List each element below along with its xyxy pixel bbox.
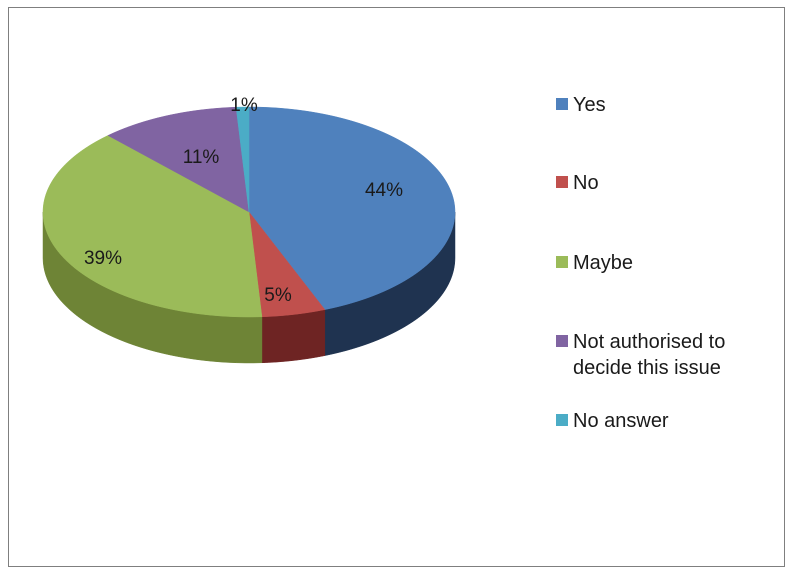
data-label-no: 5% — [264, 285, 292, 306]
data-label-yes: 44% — [365, 180, 403, 201]
legend-item-no-answer: No answer — [556, 408, 669, 434]
legend-item-maybe: Maybe — [556, 250, 633, 276]
legend-item-not-authorised: Not authorised to decide this issue — [556, 329, 725, 381]
legend-label-no-answer: No answer — [573, 410, 669, 432]
pie-chart: 44% 5% 39% 11% 1% — [42, 95, 456, 364]
legend-item-no: No — [556, 170, 599, 196]
pie-slice-not-authorised — [107, 106, 250, 213]
legend-item-yes: Yes — [556, 92, 606, 118]
legend-swatch-not-authorised — [556, 335, 568, 347]
data-label-not-authorised: 11% — [183, 147, 220, 168]
legend-swatch-no-answer — [556, 414, 568, 426]
legend-label-maybe: Maybe — [573, 252, 634, 274]
pie-slice-no-answer — [235, 106, 250, 213]
data-label-no-answer: 1% — [230, 95, 258, 116]
data-labels: 44% 5% 39% 11% 1% — [84, 95, 403, 306]
pie-sides — [42, 211, 456, 364]
legend-swatch-maybe — [556, 256, 568, 268]
pie-slice-maybe — [42, 135, 263, 318]
pie-slice-no — [248, 211, 326, 318]
pie-slices — [42, 106, 456, 318]
legend-swatch-no — [556, 176, 568, 188]
data-label-maybe: 39% — [84, 248, 122, 269]
legend-label-not-authorised: Not authorised to decide this issue — [573, 331, 726, 379]
legend-label-no: No — [573, 172, 599, 194]
legend-swatch-yes — [556, 98, 568, 110]
pie-slice-yes — [248, 106, 456, 310]
pie-side-no — [261, 309, 326, 364]
legend-label-yes: Yes — [573, 94, 606, 116]
